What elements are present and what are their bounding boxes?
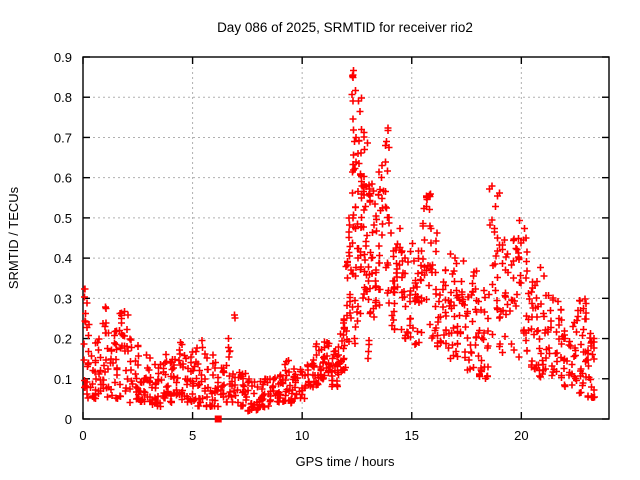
y-tick-label: 0.1	[54, 372, 72, 387]
y-tick-label: 0.3	[54, 291, 72, 306]
plot-border	[82, 56, 610, 420]
x-axis-label: GPS time / hours	[296, 454, 395, 469]
scatter-plus-markers	[80, 67, 598, 415]
y-tick-label: 0.7	[54, 130, 72, 145]
x-tick-label: 15	[405, 428, 419, 443]
y-tick-label: 0.4	[54, 251, 72, 266]
x-tick-label: 5	[189, 428, 196, 443]
tick-labels: 0 5 10 15 20 0 0.1 0.2 0.3 0.4 0.5 0.6 0.7 0.8 0.9	[54, 50, 529, 443]
x-tick-label: 20	[514, 428, 528, 443]
y-tick-label: 0.8	[54, 90, 72, 105]
y-tick-label: 0.6	[54, 171, 72, 186]
flagged-point-square	[214, 415, 222, 423]
y-tick-label: 0.9	[54, 50, 72, 65]
chart-title: Day 086 of 2025, SRMTID for receiver rio…	[217, 20, 473, 35]
x-tick-label: 10	[295, 428, 309, 443]
y-axis-label: SRMTID / TECUs	[6, 186, 21, 289]
y-tick-label: 0.5	[54, 211, 72, 226]
y-tick-label: 0	[65, 412, 72, 427]
y-tick-label: 0.2	[54, 332, 72, 347]
data-points	[80, 67, 598, 423]
x-tick-label: 0	[79, 428, 86, 443]
